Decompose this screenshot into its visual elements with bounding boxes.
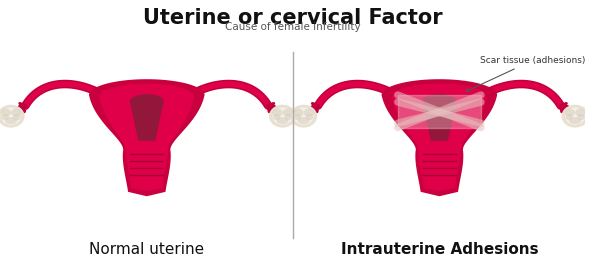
Ellipse shape (565, 109, 575, 116)
Text: Uterine or cervical Factor: Uterine or cervical Factor (143, 8, 442, 28)
Polygon shape (130, 94, 164, 141)
Ellipse shape (0, 105, 25, 128)
Ellipse shape (290, 105, 317, 128)
Ellipse shape (269, 105, 296, 128)
Ellipse shape (13, 114, 21, 120)
Ellipse shape (272, 108, 293, 125)
Ellipse shape (282, 109, 293, 116)
Ellipse shape (293, 108, 314, 125)
Ellipse shape (293, 109, 304, 116)
Ellipse shape (276, 117, 288, 124)
Ellipse shape (11, 109, 21, 116)
Polygon shape (422, 94, 456, 141)
Polygon shape (89, 79, 205, 196)
Ellipse shape (305, 114, 313, 120)
Text: Cause of female infertility: Cause of female infertility (225, 22, 361, 32)
Ellipse shape (1, 109, 11, 116)
Ellipse shape (575, 109, 585, 116)
Ellipse shape (578, 114, 585, 120)
Text: Normal uterine: Normal uterine (89, 242, 204, 257)
Ellipse shape (565, 108, 585, 125)
Ellipse shape (5, 117, 17, 124)
Polygon shape (99, 84, 194, 191)
Ellipse shape (1, 108, 21, 125)
Ellipse shape (294, 114, 301, 120)
Ellipse shape (304, 109, 314, 116)
Ellipse shape (562, 105, 588, 128)
Text: Scar tissue (adhesions): Scar tissue (adhesions) (466, 56, 585, 92)
Polygon shape (392, 84, 487, 191)
Ellipse shape (298, 117, 310, 124)
Ellipse shape (273, 114, 281, 120)
Polygon shape (398, 95, 481, 128)
Polygon shape (382, 79, 497, 196)
Ellipse shape (569, 117, 581, 124)
Text: Intrauterine Adhesions: Intrauterine Adhesions (341, 242, 538, 257)
Ellipse shape (272, 109, 282, 116)
Ellipse shape (285, 114, 292, 120)
Ellipse shape (565, 114, 573, 120)
Ellipse shape (1, 114, 9, 120)
